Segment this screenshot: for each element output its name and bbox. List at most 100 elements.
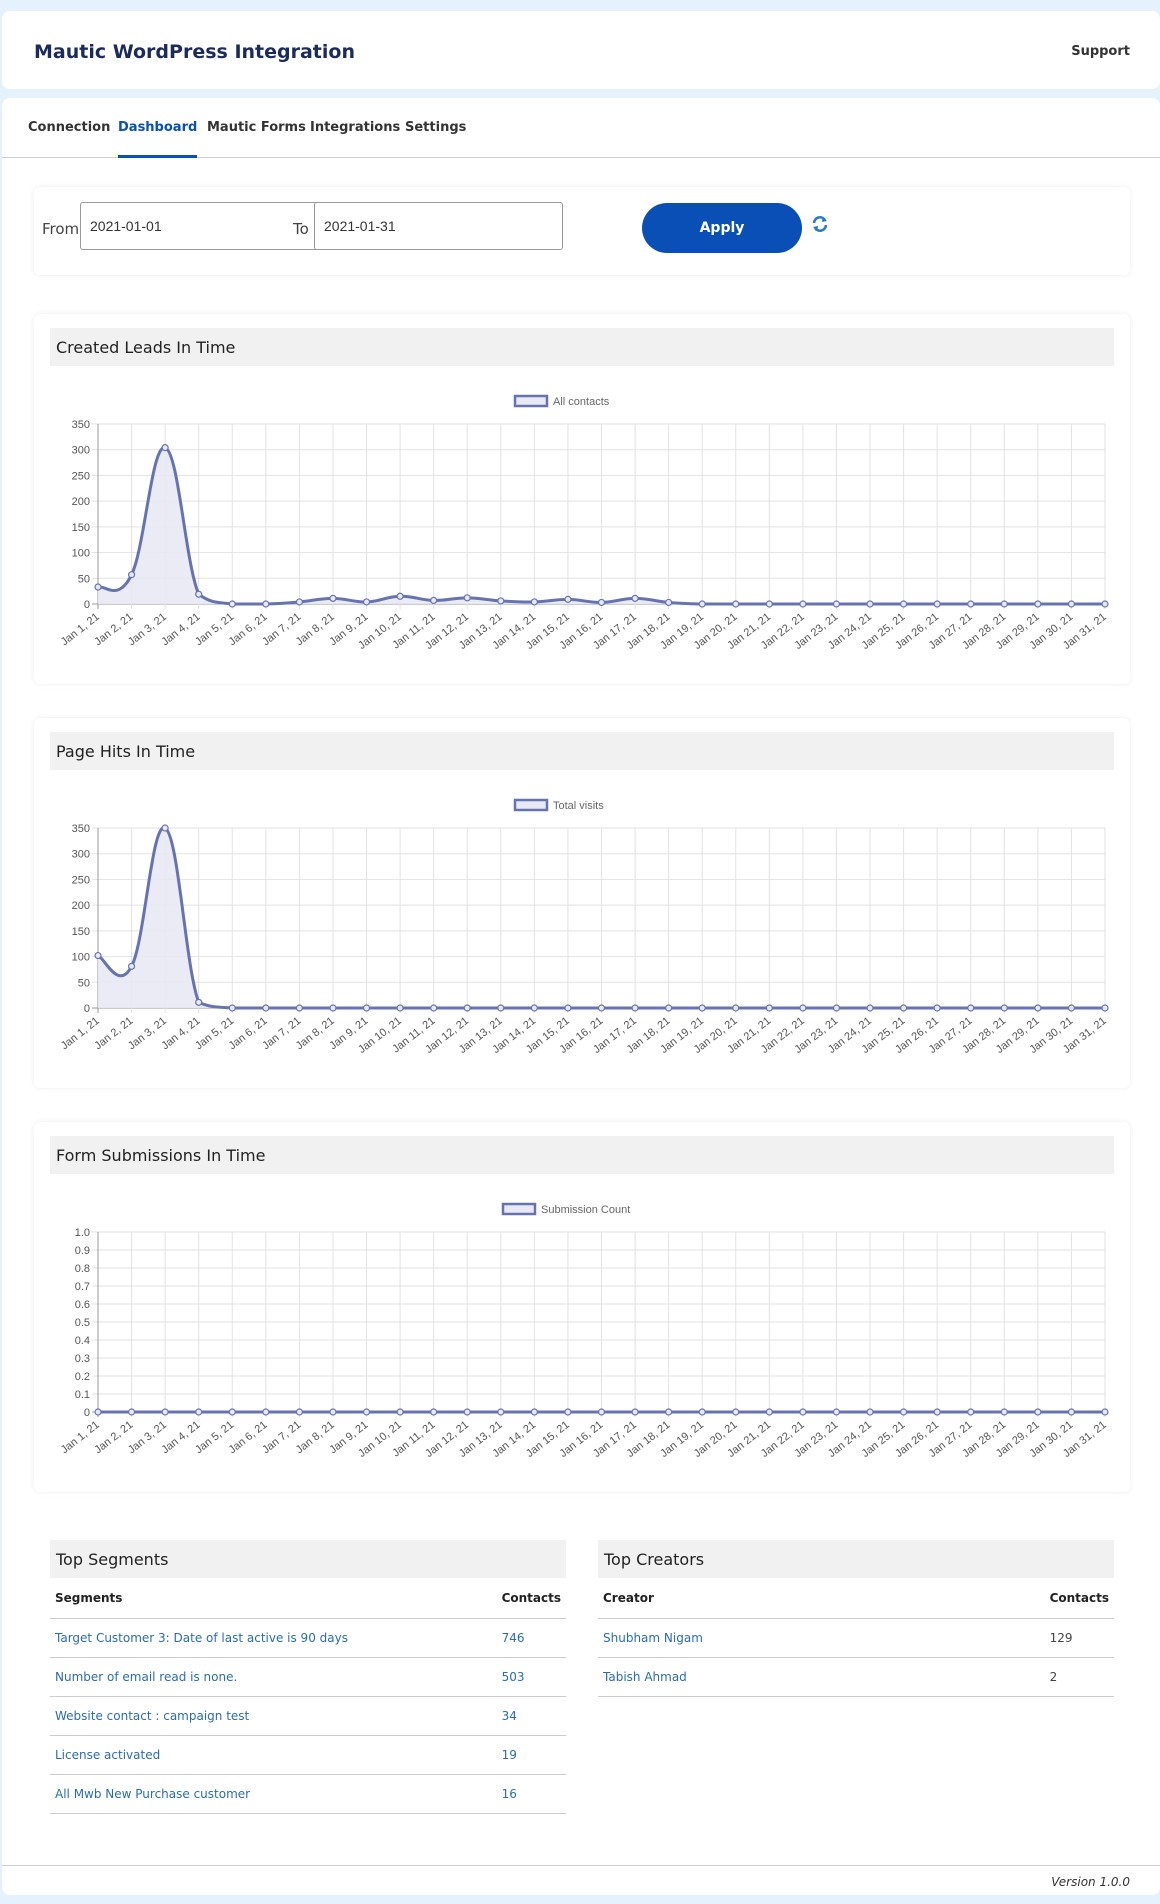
data-point[interactable] xyxy=(866,1004,874,1012)
data-point[interactable] xyxy=(832,1408,841,1416)
data-point[interactable] xyxy=(497,597,505,605)
data-point[interactable] xyxy=(631,1408,639,1416)
chart-legend[interactable]: All contacts xyxy=(513,394,610,408)
data-point[interactable] xyxy=(430,1408,438,1416)
data-point[interactable] xyxy=(866,600,874,608)
data-point[interactable] xyxy=(329,594,337,602)
data-point[interactable] xyxy=(866,1408,874,1416)
data-point[interactable] xyxy=(698,1004,706,1012)
data-point[interactable] xyxy=(967,600,975,608)
data-point[interactable] xyxy=(799,1408,807,1416)
data-point[interactable] xyxy=(362,1408,371,1416)
data-point[interactable] xyxy=(899,1408,908,1416)
data-point[interactable] xyxy=(1034,600,1042,608)
data-point[interactable] xyxy=(597,598,606,607)
data-point[interactable] xyxy=(665,1408,673,1416)
segment-link[interactable]: Target Customer 3: Date of last active i… xyxy=(50,1618,497,1658)
data-point[interactable] xyxy=(564,1408,572,1416)
data-point[interactable] xyxy=(195,590,203,598)
data-point[interactable] xyxy=(362,598,371,606)
data-point[interactable] xyxy=(1034,1004,1042,1012)
data-point[interactable] xyxy=(765,1408,773,1416)
data-point[interactable] xyxy=(1067,1408,1076,1416)
data-point[interactable] xyxy=(329,1004,337,1012)
data-point[interactable] xyxy=(665,598,673,607)
data-point[interactable] xyxy=(698,1408,706,1416)
data-point[interactable] xyxy=(228,1004,236,1012)
data-point[interactable] xyxy=(430,596,438,604)
data-point[interactable] xyxy=(295,1004,303,1012)
data-point[interactable] xyxy=(463,594,471,602)
data-point[interactable] xyxy=(396,1408,404,1416)
segment-link[interactable]: License activated xyxy=(50,1735,497,1775)
data-point[interactable] xyxy=(597,1408,606,1416)
data-point[interactable] xyxy=(899,600,908,608)
data-point[interactable] xyxy=(1000,600,1008,608)
tab-dashboard[interactable]: Dashboard xyxy=(118,120,198,158)
data-point[interactable] xyxy=(1000,1408,1008,1416)
data-point[interactable] xyxy=(1101,1408,1109,1416)
from-date-input[interactable] xyxy=(80,202,329,250)
data-point[interactable] xyxy=(94,1408,102,1416)
data-point[interactable] xyxy=(564,595,572,603)
data-point[interactable] xyxy=(262,600,270,608)
data-point[interactable] xyxy=(262,1004,270,1012)
data-point[interactable] xyxy=(665,1004,673,1012)
segment-link[interactable]: Website contact : campaign test xyxy=(50,1696,497,1736)
data-point[interactable] xyxy=(362,1004,371,1012)
creator-link[interactable]: Tabish Ahmad xyxy=(598,1657,1045,1697)
data-point[interactable] xyxy=(530,598,538,606)
data-point[interactable] xyxy=(597,1004,606,1012)
data-point[interactable] xyxy=(832,600,841,608)
data-point[interactable] xyxy=(1067,600,1076,608)
data-point[interactable] xyxy=(732,600,740,608)
data-point[interactable] xyxy=(497,1004,505,1012)
segment-link[interactable]: All Mwb New Purchase customer xyxy=(50,1774,497,1814)
tab-mautic-forms[interactable]: Mautic Forms xyxy=(207,120,306,135)
tab-settings[interactable]: Settings xyxy=(405,120,467,135)
data-point[interactable] xyxy=(732,1408,740,1416)
contacts-count-link[interactable]: 746 xyxy=(496,1618,566,1658)
data-point[interactable] xyxy=(933,1004,941,1012)
data-point[interactable] xyxy=(295,598,303,606)
data-point[interactable] xyxy=(530,1408,538,1416)
data-point[interactable] xyxy=(295,1408,303,1416)
segment-link[interactable]: Number of email read is none. xyxy=(50,1657,497,1697)
data-point[interactable] xyxy=(195,998,203,1006)
refresh-icon[interactable] xyxy=(810,214,830,234)
data-point[interactable] xyxy=(1101,1004,1109,1012)
data-point[interactable] xyxy=(463,1408,471,1416)
data-point[interactable] xyxy=(765,600,773,608)
data-point[interactable] xyxy=(1034,1408,1042,1416)
creator-link[interactable]: Shubham Nigam xyxy=(598,1618,1045,1658)
data-point[interactable] xyxy=(832,1004,841,1012)
data-point[interactable] xyxy=(94,583,102,591)
data-point[interactable] xyxy=(765,1004,773,1012)
data-point[interactable] xyxy=(262,1408,270,1416)
data-point[interactable] xyxy=(530,1004,538,1012)
data-point[interactable] xyxy=(933,1408,941,1416)
data-point[interactable] xyxy=(631,594,639,602)
chart-legend[interactable]: Submission Count xyxy=(501,1202,630,1216)
data-point[interactable] xyxy=(396,1004,404,1012)
contacts-count-link[interactable]: 19 xyxy=(496,1735,566,1775)
data-point[interactable] xyxy=(967,1004,975,1012)
data-point[interactable] xyxy=(195,1408,203,1416)
to-date-input[interactable] xyxy=(314,202,563,250)
data-point[interactable] xyxy=(631,1004,639,1012)
contacts-count-link[interactable]: 16 xyxy=(496,1774,566,1814)
data-point[interactable] xyxy=(463,1004,471,1012)
contacts-count-link[interactable]: 503 xyxy=(496,1657,566,1697)
data-point[interactable] xyxy=(564,1004,572,1012)
data-point[interactable] xyxy=(967,1408,975,1416)
data-point[interactable] xyxy=(127,962,136,970)
data-point[interactable] xyxy=(698,600,706,608)
data-point[interactable] xyxy=(732,1004,740,1012)
data-point[interactable] xyxy=(1067,1004,1076,1012)
data-point[interactable] xyxy=(799,1004,807,1012)
data-point[interactable] xyxy=(127,571,136,579)
data-point[interactable] xyxy=(161,824,169,832)
data-point[interactable] xyxy=(228,1408,236,1416)
tab-integrations[interactable]: Integrations xyxy=(310,120,401,135)
data-point[interactable] xyxy=(127,1408,136,1416)
